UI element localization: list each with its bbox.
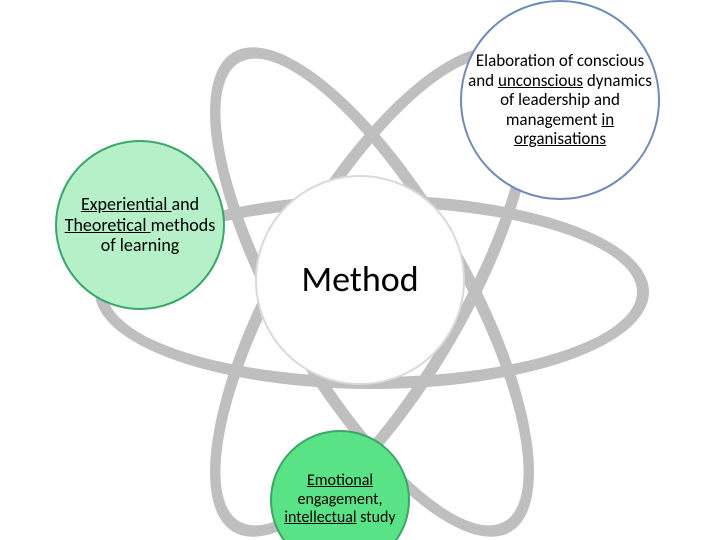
center-label: Method bbox=[295, 253, 424, 306]
diagram-stage: Method Experiential and Theoretical meth… bbox=[0, 0, 720, 540]
node-elaboration-dynamics: Elaboration of conscious and unconscious… bbox=[460, 0, 660, 200]
node-bottom-label: Emotional engagement, intellectual study bbox=[272, 466, 408, 533]
center-node: Method bbox=[255, 175, 465, 385]
node-topright-label: Elaboration of conscious and unconscious… bbox=[462, 45, 658, 155]
node-experiential-theoretical: Experiential and Theoretical methods of … bbox=[55, 140, 225, 310]
node-left-label: Experiential and Theoretical methods of … bbox=[57, 188, 223, 262]
